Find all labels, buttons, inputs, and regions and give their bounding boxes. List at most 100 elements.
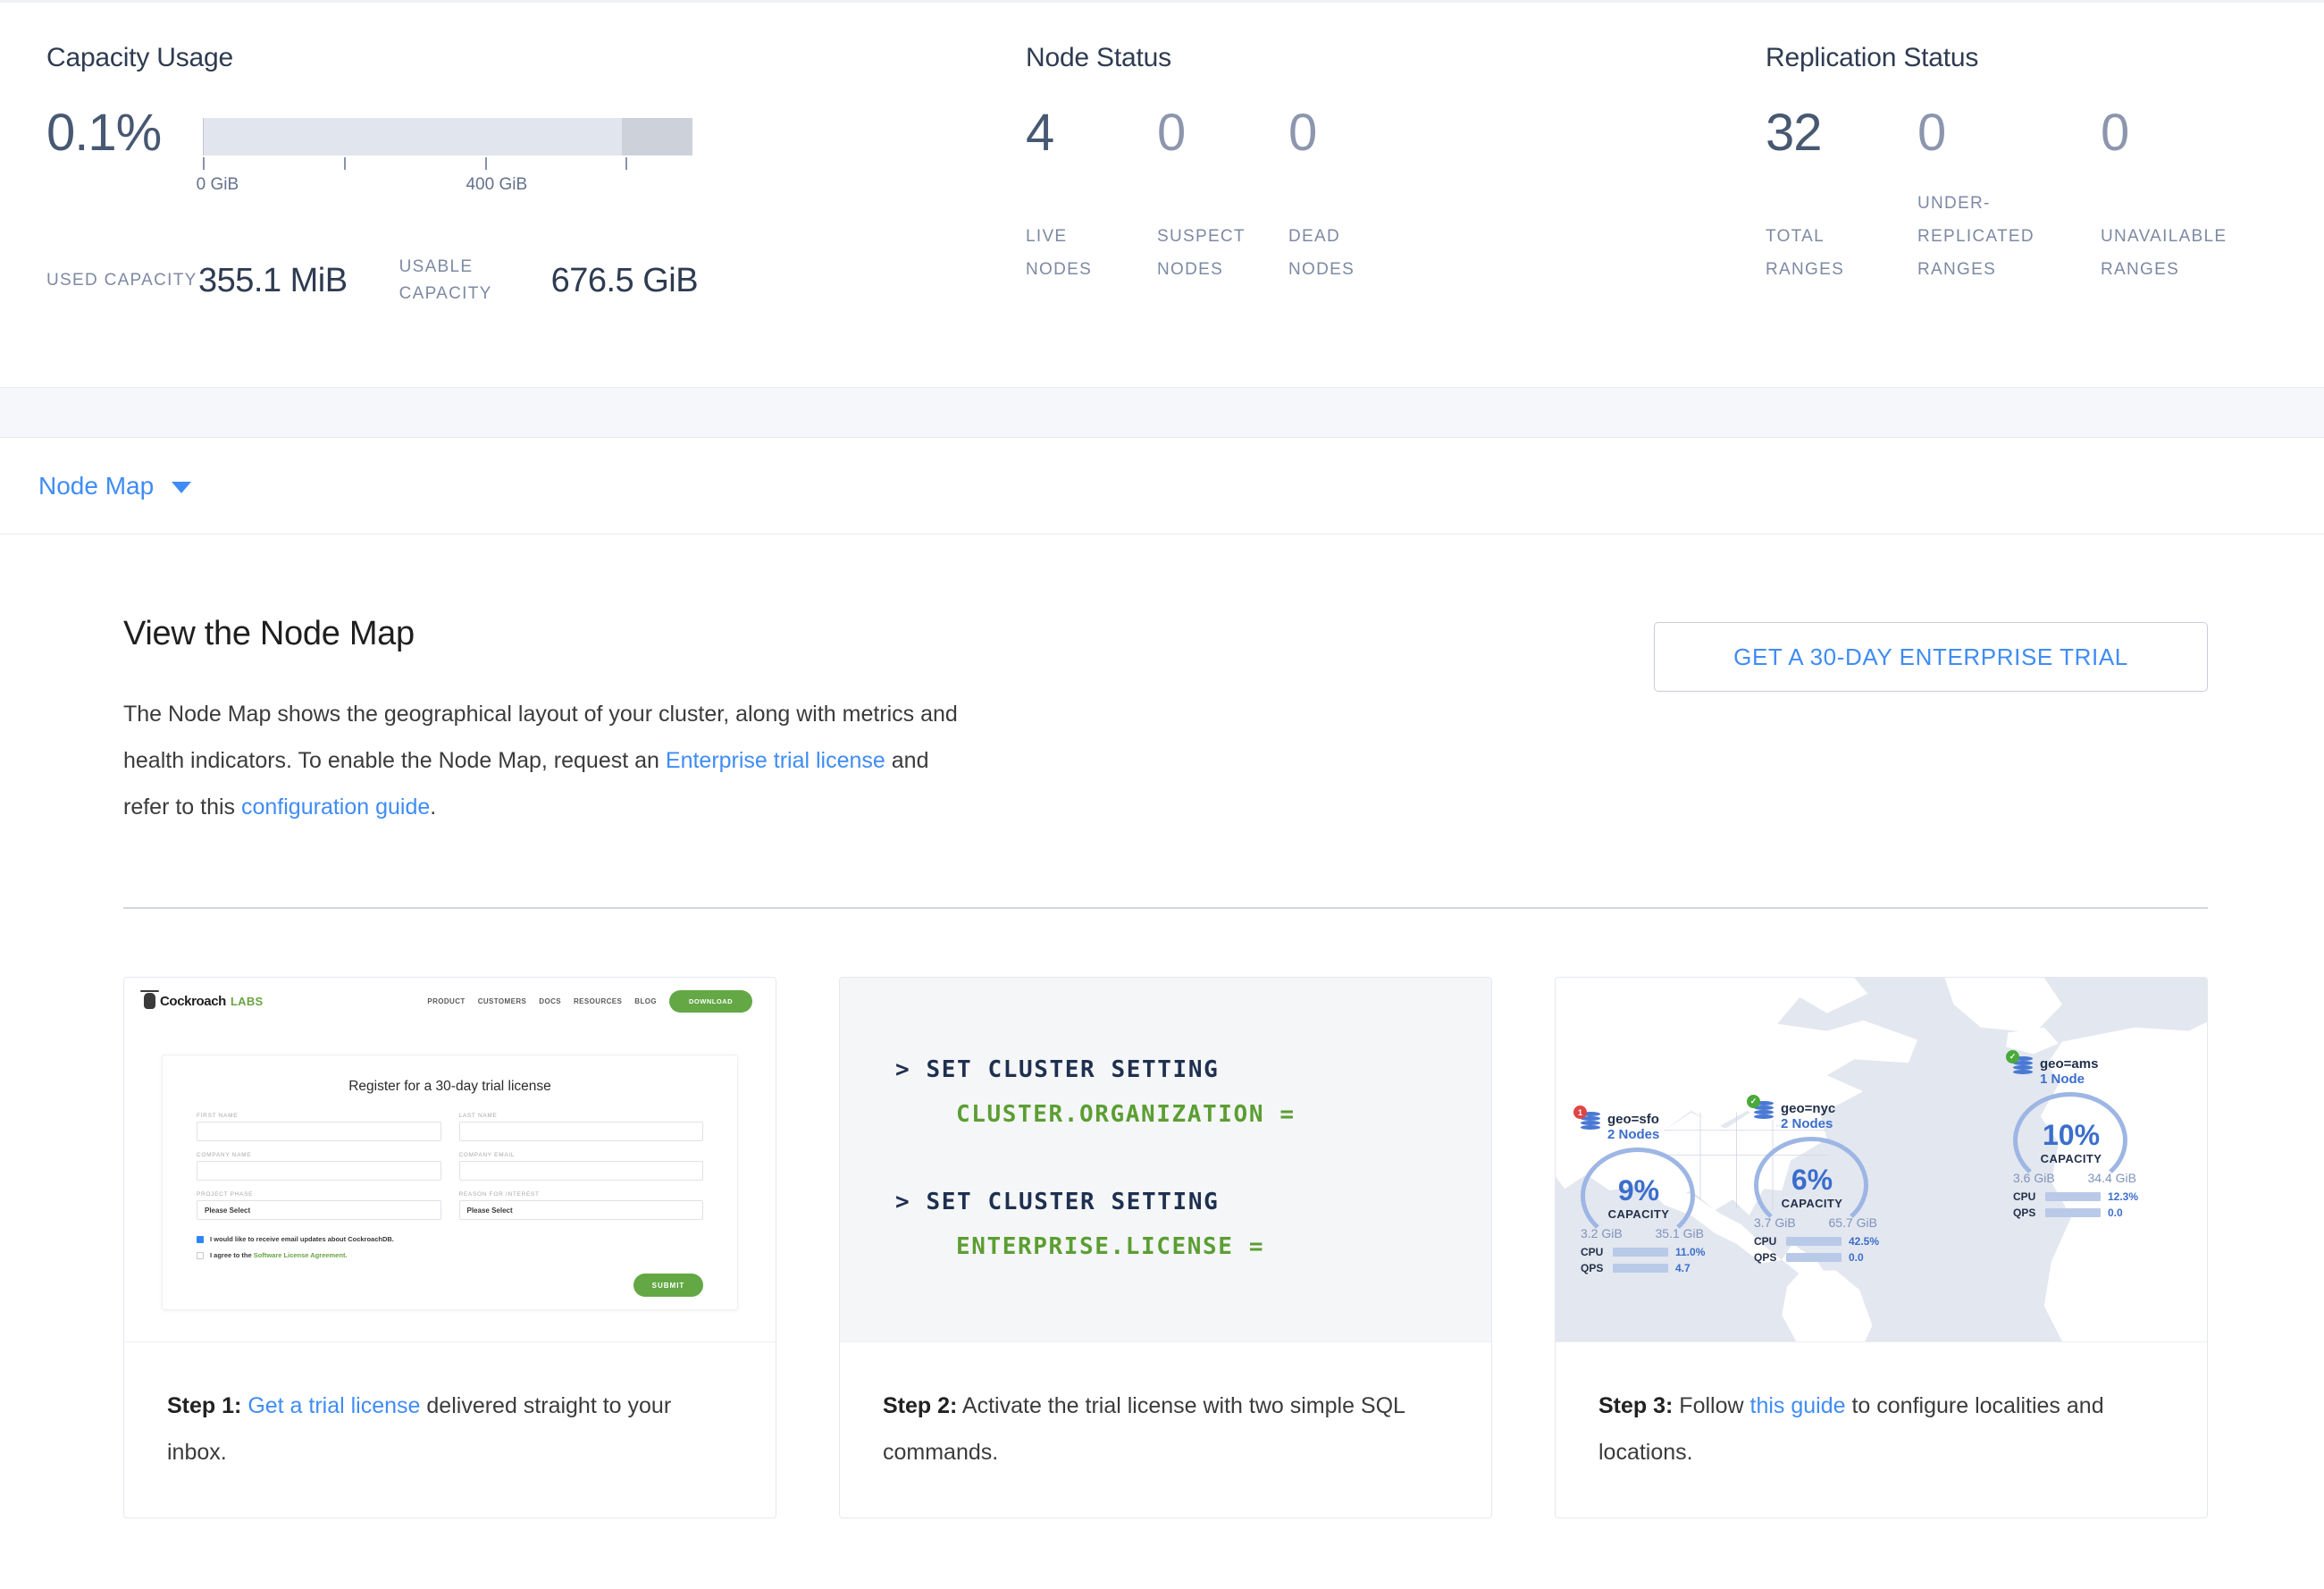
unavailable-ranges-stat: 0 UNAVAILABLE RANGES	[2101, 107, 2279, 286]
checkbox-checked-icon	[197, 1235, 204, 1243]
form-input	[197, 1122, 441, 1141]
nav-item-resources: RESOURCES	[574, 996, 623, 1005]
qps-label: QPS	[2013, 1206, 2036, 1219]
qps-value: 0.0	[1849, 1251, 1864, 1264]
capacity-bar-remainder	[621, 118, 692, 156]
form-field-project-phase: PROJECT PHASE Please Select	[197, 1191, 441, 1227]
locality-name: geo=nyc	[1781, 1101, 1836, 1116]
checkbox-unchecked-icon	[197, 1251, 204, 1259]
replication-status-panel: Replication Status 32 TOTAL RANGES 0 UND…	[1766, 3, 2324, 387]
step-caption-rest: delivered straight to your inbox.	[167, 1393, 672, 1465]
locality-sfo: 1 geo=sfo 2 Nodes 9% CAPACITY	[1573, 1106, 1705, 1274]
total-ranges-stat: 32 TOTAL RANGES	[1766, 107, 1917, 286]
qps-label: QPS	[1754, 1251, 1777, 1264]
capacity-percent: 0.1%	[46, 104, 162, 162]
form-field-reason-for-interest: REASON FOR INTEREST Please Select	[458, 1191, 703, 1227]
checkbox-label: I agree to the Software License Agreemen…	[210, 1251, 348, 1259]
steps-list: Cockroach LABS PRODUCT CUSTOMERS DOCS RE…	[0, 909, 2324, 1518]
thumb-nav: Cockroach LABS PRODUCT CUSTOMERS DOCS RE…	[124, 978, 776, 1024]
database-icon: ✓	[1747, 1095, 1774, 1124]
get-trial-license-link[interactable]: Get a trial license	[248, 1393, 421, 1418]
database-icon: 1	[1573, 1106, 1600, 1135]
live-nodes-label: LIVE NODES	[1026, 227, 1093, 279]
status-badge-error: 1	[1573, 1106, 1587, 1119]
step-label: Step 1:	[167, 1393, 242, 1418]
locality-name: geo=sfo	[1607, 1112, 1659, 1127]
locality-nyc: ✓ geo=nyc 2 Nodes 6% CAPACITY	[1747, 1095, 1880, 1264]
suspect-nodes-value: 0	[1157, 104, 1186, 162]
view-selector-bar: Node Map	[0, 438, 2324, 534]
nav-item-customers: CUSTOMERS	[477, 996, 527, 1005]
form-label: COMPANY EMAIL	[458, 1152, 516, 1158]
step-label: Step 2:	[883, 1393, 958, 1418]
logo-text: Cockroach	[160, 993, 226, 1009]
cpu-value: 42.5%	[1849, 1235, 1880, 1248]
node-map-dropdown[interactable]: Node Map	[38, 471, 192, 500]
total-ranges-value: 32	[1766, 104, 1823, 162]
locality-capacity-percent: 10%	[2042, 1119, 2101, 1151]
chevron-down-icon	[172, 482, 192, 493]
status-badge-ok: ✓	[2006, 1050, 2019, 1064]
node-map-description: The Node Map shows the geographical layo…	[123, 691, 972, 830]
step-card: > SET CLUSTER SETTING CLUSTER.ORGANIZATI…	[839, 977, 1492, 1518]
cpu-label: CPU	[1754, 1235, 1777, 1248]
used-capacity-label: USED CAPACITY	[46, 271, 197, 290]
dead-nodes-value: 0	[1288, 104, 1317, 162]
under-replicated-ranges-label: UNDER- REPLICATED RANGES	[1917, 194, 2035, 279]
cockroach-icon	[140, 990, 159, 1009]
suspect-nodes-stat: 0 SUSPECT NODES	[1157, 107, 1288, 286]
capacity-axis-labels: 0 GiB 400 GiB	[197, 175, 692, 197]
qps-value: 4.7	[1675, 1262, 1691, 1274]
live-nodes-stat: 4 LIVE NODES	[1026, 107, 1157, 286]
used-capacity-value: 355.1 MiB	[198, 261, 348, 299]
step-card: Cockroach LABS PRODUCT CUSTOMERS DOCS RE…	[123, 977, 776, 1518]
form-input	[197, 1161, 441, 1181]
node-map-dropdown-label: Node Map	[38, 471, 155, 500]
submit-button: SUBMIT	[633, 1274, 703, 1297]
locality-capacity-label: CAPACITY	[2040, 1152, 2102, 1165]
under-replicated-ranges-stat: 0 UNDER- REPLICATED RANGES	[1917, 107, 2101, 286]
form-label: REASON FOR INTEREST	[458, 1191, 540, 1198]
capacity-stats: USED CAPACITY 355.1 MiB USABLE CAPACITY …	[46, 254, 1026, 307]
capacity-usage-panel: Capacity Usage 0.1% 0 GiB 400 GiB	[0, 3, 1026, 387]
locality-capacity-percent: 6%	[1791, 1164, 1833, 1196]
form-label: PROJECT PHASE	[197, 1191, 254, 1198]
unavailable-ranges-value: 0	[2101, 104, 2129, 162]
enterprise-trial-license-link[interactable]: Enterprise trial license	[665, 748, 885, 773]
form-field-company-email: COMPANY EMAIL	[458, 1152, 703, 1188]
node-map-desc-part-2: and refer to this	[123, 748, 929, 820]
node-status-stats: 4 LIVE NODES 0 SUSPECT NODES 0 DEAD NODE…	[1026, 107, 1766, 286]
node-map-header: View the Node Map The Node Map shows the…	[0, 534, 2324, 830]
sql-command-1: > SET CLUSTER SETTING	[895, 1056, 1220, 1083]
cockroach-labs-logo: Cockroach LABS	[140, 990, 264, 1009]
qps-label: QPS	[1581, 1262, 1604, 1274]
locality-ams: ✓ geo=ams 1 Node 10% CAPACITY	[2006, 1050, 2138, 1219]
form-field-company-name: COMPANY NAME	[197, 1152, 441, 1188]
form-label: LAST NAME	[458, 1113, 498, 1119]
step-card: 1 geo=sfo 2 Nodes 9% CAPACITY	[1555, 977, 2208, 1518]
configuration-guide-link[interactable]: configuration guide	[241, 794, 431, 820]
used-capacity-stat: USED CAPACITY 355.1 MiB	[46, 262, 348, 300]
get-enterprise-trial-button[interactable]: GET A 30-DAY ENTERPRISE TRIAL	[1654, 622, 2208, 692]
registration-form-thumbnail: Cockroach LABS PRODUCT CUSTOMERS DOCS RE…	[124, 978, 776, 1342]
suspect-nodes-label: SUSPECT NODES	[1157, 227, 1246, 279]
this-guide-link[interactable]: this guide	[1749, 1393, 1846, 1418]
form-fields-grid: FIRST NAME LAST NAME COMPANY NAME C	[197, 1113, 703, 1227]
thumb-nav-items: PRODUCT CUSTOMERS DOCS RESOURCES BLOG DO…	[427, 989, 752, 1013]
usable-capacity-stat: USABLE CAPACITY 676.5 GiB	[399, 254, 699, 307]
dead-nodes-stat: 0 DEAD NODES	[1288, 107, 1420, 286]
form-select: Please Select	[197, 1200, 441, 1220]
section-spacer-band	[0, 388, 2324, 438]
form-input	[458, 1122, 703, 1141]
nav-item-product: PRODUCT	[427, 996, 466, 1005]
locality-node-count: 2 Nodes	[1781, 1116, 1833, 1131]
download-button: DOWNLOAD	[669, 989, 752, 1013]
capacity-usage-title: Capacity Usage	[46, 43, 233, 72]
replication-status-stats: 32 TOTAL RANGES 0 UNDER- REPLICATED RANG…	[1766, 107, 2324, 286]
section-divider	[123, 907, 2208, 909]
node-map-empty-state: View the Node Map The Node Map shows the…	[0, 534, 2324, 1518]
form-title: Register for a 30-day trial license	[348, 1079, 551, 1094]
form-field-last-name: LAST NAME	[458, 1113, 703, 1148]
capacity-tick-1: 400 GiB	[466, 175, 528, 194]
cpu-label: CPU	[2013, 1190, 2036, 1203]
